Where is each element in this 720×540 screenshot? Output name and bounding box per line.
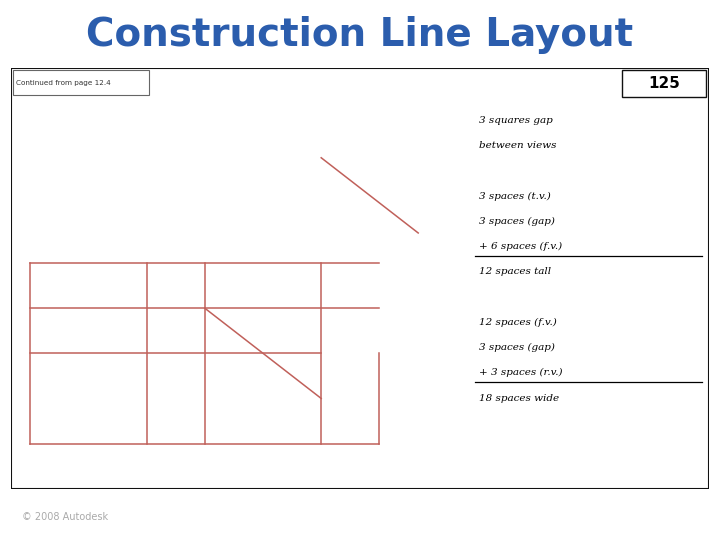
Text: 18 spaces wide: 18 spaces wide (479, 394, 559, 403)
Text: 3 squares gap: 3 squares gap (479, 116, 552, 125)
Text: Construction Line Layout: Construction Line Layout (86, 16, 634, 54)
Text: + 3 spaces (r.v.): + 3 spaces (r.v.) (479, 368, 562, 377)
Text: Autodesk: Autodesk (551, 503, 698, 531)
Bar (13, 70, 149, 95)
Bar (622, 70, 706, 97)
Text: 12 spaces tall: 12 spaces tall (479, 267, 551, 276)
Text: 125: 125 (648, 76, 680, 91)
Text: Continued from page 12.4: Continued from page 12.4 (16, 80, 110, 86)
Text: + 6 spaces (f.v.): + 6 spaces (f.v.) (479, 242, 562, 251)
Text: 3 spaces (gap): 3 spaces (gap) (479, 217, 554, 226)
Text: between views: between views (479, 141, 557, 150)
Text: 12 spaces (f.v.): 12 spaces (f.v.) (479, 318, 557, 327)
Text: 3 spaces (t.v.): 3 spaces (t.v.) (479, 191, 551, 200)
Text: 3 spaces (gap): 3 spaces (gap) (479, 343, 554, 352)
Text: © 2008 Autodesk: © 2008 Autodesk (22, 512, 108, 522)
